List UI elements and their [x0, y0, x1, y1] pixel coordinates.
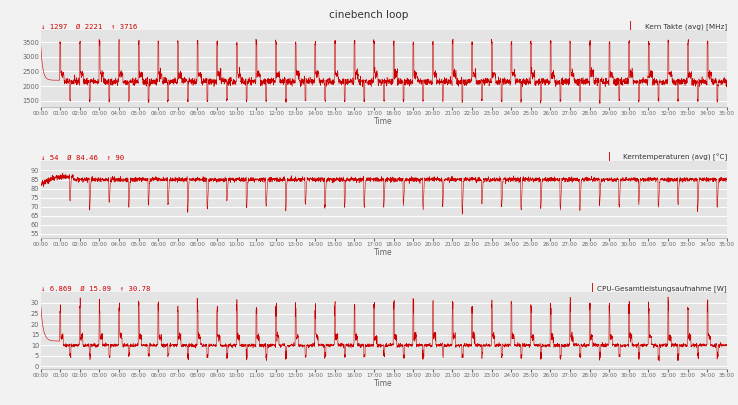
Text: Kerntemperaturen (avg) [°C]: Kerntemperaturen (avg) [°C]	[623, 153, 727, 161]
Text: |: |	[591, 283, 595, 292]
Text: cinebench loop: cinebench loop	[329, 10, 409, 20]
Text: ↓ 54  Ø 84.46  ↑ 90: ↓ 54 Ø 84.46 ↑ 90	[41, 155, 124, 161]
Text: Kern Takte (avg) [MHz]: Kern Takte (avg) [MHz]	[645, 23, 727, 30]
X-axis label: Time: Time	[374, 117, 393, 126]
X-axis label: Time: Time	[374, 248, 393, 257]
Text: ↓ 6.869  Ø 15.09  ↑ 30.78: ↓ 6.869 Ø 15.09 ↑ 30.78	[41, 286, 150, 292]
Text: |: |	[608, 151, 611, 161]
Text: ↓ 1297  Ø 2221  ↑ 3716: ↓ 1297 Ø 2221 ↑ 3716	[41, 23, 137, 30]
X-axis label: Time: Time	[374, 379, 393, 388]
Text: |: |	[629, 21, 632, 30]
Text: CPU-Gesamtleistungsaufnahme [W]: CPU-Gesamtleistungsaufnahme [W]	[597, 285, 727, 292]
